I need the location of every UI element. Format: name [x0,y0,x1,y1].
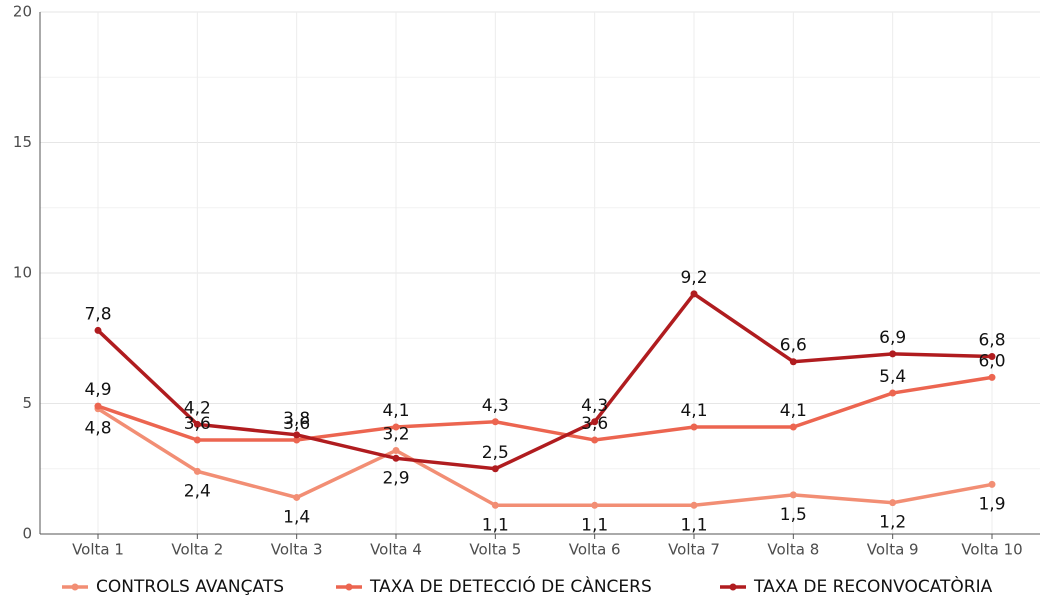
value-label: 4,3 [581,396,608,416]
series-line [96,291,993,471]
point [193,436,201,444]
value-label: 6,8 [978,331,1005,351]
x-tick-label: Volta 4 [370,541,422,559]
y-tick-label: 15 [13,133,32,151]
value-label: 1,9 [978,494,1005,514]
point [193,420,201,428]
x-tick-label: Volta 3 [271,541,323,559]
value-label: 6,0 [978,351,1005,371]
x-tick-label: Volta 2 [171,541,223,559]
legend-marker [71,583,79,591]
legend-marker [345,583,353,591]
point [94,326,102,334]
value-label: 3,6 [581,414,608,434]
value-label: 4,3 [482,396,509,416]
point [591,501,599,509]
value-label: 3,8 [283,409,310,429]
x-tick-label: Volta 6 [569,541,621,559]
legend-label: TAXA DE RECONVOCATÒRIA [753,575,993,597]
value-label: 4,2 [184,398,211,418]
value-label: 3,6 [184,414,211,434]
x-tick-label: Volta 5 [469,541,521,559]
value-label: 4,8 [84,419,111,439]
point [789,491,797,499]
value-label: 5,4 [879,367,906,387]
value-label: 3,2 [382,424,409,444]
value-label: 1,5 [780,505,807,525]
point [491,501,499,509]
point [889,350,897,358]
value-label: 2,5 [482,443,509,463]
point [690,290,698,298]
point [988,373,996,381]
y-tick-label: 0 [22,525,32,543]
point [988,353,996,361]
y-tick-label: 20 [13,3,32,21]
point [591,436,599,444]
value-label: 1,1 [581,515,608,535]
point [293,436,301,444]
value-label: 2,9 [382,468,409,488]
value-label: 4,1 [382,401,409,421]
value-label: 1,4 [283,507,310,527]
x-tick-label: Volta 7 [668,541,720,559]
point [491,418,499,426]
point [889,389,897,397]
legend-label: CONTROLS AVANÇATS [96,577,284,597]
x-tick-label: Volta 10 [961,541,1022,559]
x-tick-label: Volta 8 [767,541,819,559]
series-line [97,407,993,508]
y-tick-label: 10 [13,264,32,282]
value-label: 6,9 [879,328,906,348]
point [988,480,996,488]
series-line [97,375,993,442]
legend-marker [729,583,737,591]
point [889,499,897,507]
point [392,446,400,454]
value-label: 1,1 [680,515,707,535]
value-label: 3,6 [283,414,310,434]
x-tick-label: Volta 9 [867,541,919,559]
value-label: 4,1 [680,401,707,421]
point [690,501,698,509]
value-label: 9,2 [680,268,707,288]
point [193,467,201,475]
point [491,465,499,473]
y-tick-label: 5 [22,394,32,412]
point [293,431,301,439]
point [94,402,102,410]
value-label: 4,1 [780,401,807,421]
legend-label: TAXA DE DETECCIÓ DE CÀNCERS [369,575,652,597]
value-label: 2,4 [184,481,211,501]
value-label: 6,6 [780,336,807,356]
point [591,418,599,426]
point [789,423,797,431]
point [293,493,301,501]
value-label: 1,2 [879,513,906,533]
value-label: 4,9 [84,380,111,400]
point [392,423,400,431]
x-tick-label: Volta 1 [72,541,124,559]
value-label: 7,8 [84,304,111,324]
value-label: 1,1 [482,515,509,535]
point [789,358,797,366]
point [690,423,698,431]
point [392,454,400,462]
